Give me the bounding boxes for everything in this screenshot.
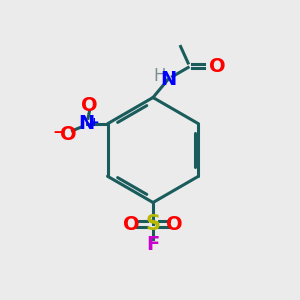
Text: N: N bbox=[160, 70, 176, 89]
Text: S: S bbox=[146, 214, 160, 234]
Text: O: O bbox=[166, 214, 183, 234]
Text: +: + bbox=[89, 116, 99, 129]
Text: −: − bbox=[52, 125, 65, 140]
Text: O: O bbox=[81, 96, 98, 115]
Text: O: O bbox=[60, 125, 77, 144]
Text: H: H bbox=[153, 67, 166, 85]
Text: F: F bbox=[146, 235, 160, 254]
Text: N: N bbox=[78, 114, 95, 133]
Text: O: O bbox=[123, 214, 140, 234]
Text: O: O bbox=[209, 56, 226, 76]
